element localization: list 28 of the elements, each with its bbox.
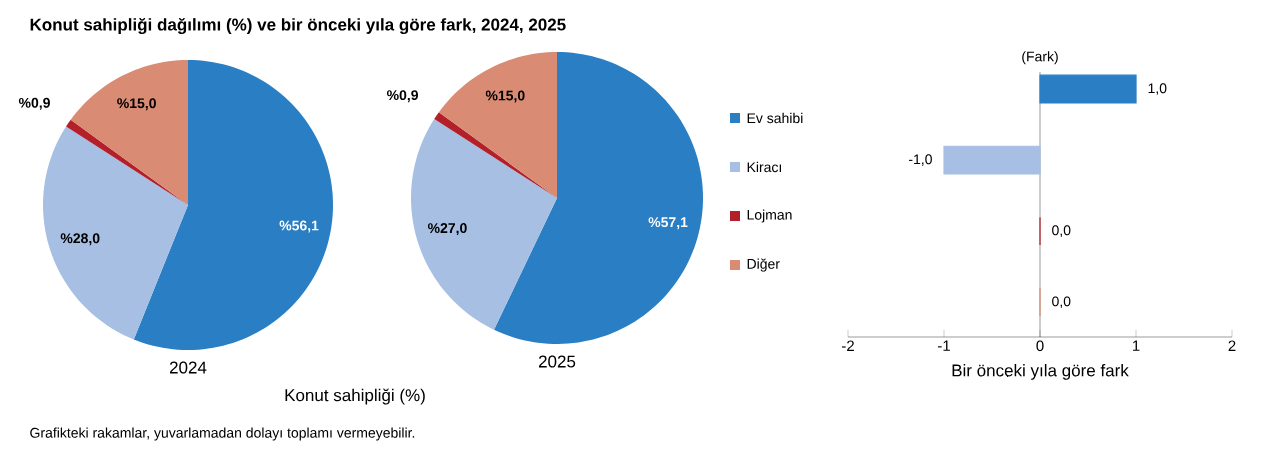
x-tick-label: -2 xyxy=(842,340,854,351)
data-label: %27,0 xyxy=(427,223,467,236)
x-axis-title: Bir önceki yıla göre fark xyxy=(952,363,1129,380)
data-label: %28,0 xyxy=(60,233,100,246)
legend-label: Kiracı xyxy=(747,161,781,173)
text: Grafikteki rakamlar, yuvarlamadan dolayı toplamı vermeyebilir. xyxy=(30,427,415,441)
data-label: -1,0 xyxy=(908,154,932,166)
data-label: %0,9 xyxy=(386,90,419,103)
text: 2024 xyxy=(169,361,207,374)
data-label: %15,0 xyxy=(485,90,525,103)
data-label: 0,0 xyxy=(1052,296,1071,308)
y-axis-title: (Fark) xyxy=(1022,51,1058,65)
data-label: 1,0 xyxy=(1148,83,1167,95)
x-tick-label: -1 xyxy=(938,340,950,351)
data-label: %57,1 xyxy=(648,217,688,230)
legend-label: Lojman xyxy=(747,209,792,223)
legend-label: Diğer xyxy=(747,258,780,272)
data-label: %56,1 xyxy=(279,220,319,233)
data-label: 0,0 xyxy=(1052,225,1071,237)
legend-label: Ev sahibi xyxy=(747,112,803,124)
data-label: %0,9 xyxy=(18,97,50,110)
text: Konut sahipliği (%) xyxy=(285,388,425,405)
data-label: %15,0 xyxy=(117,98,156,111)
text: 2025 xyxy=(538,355,576,368)
chart-title: Konut sahipliği dağılımı (%) ve bir önceki yıla göre fark, 2024, 2025 xyxy=(30,17,566,35)
x-tick-label: 0 xyxy=(1036,340,1044,352)
x-tick-label: 2 xyxy=(1228,340,1236,351)
x-tick-label: 1 xyxy=(1132,340,1140,351)
